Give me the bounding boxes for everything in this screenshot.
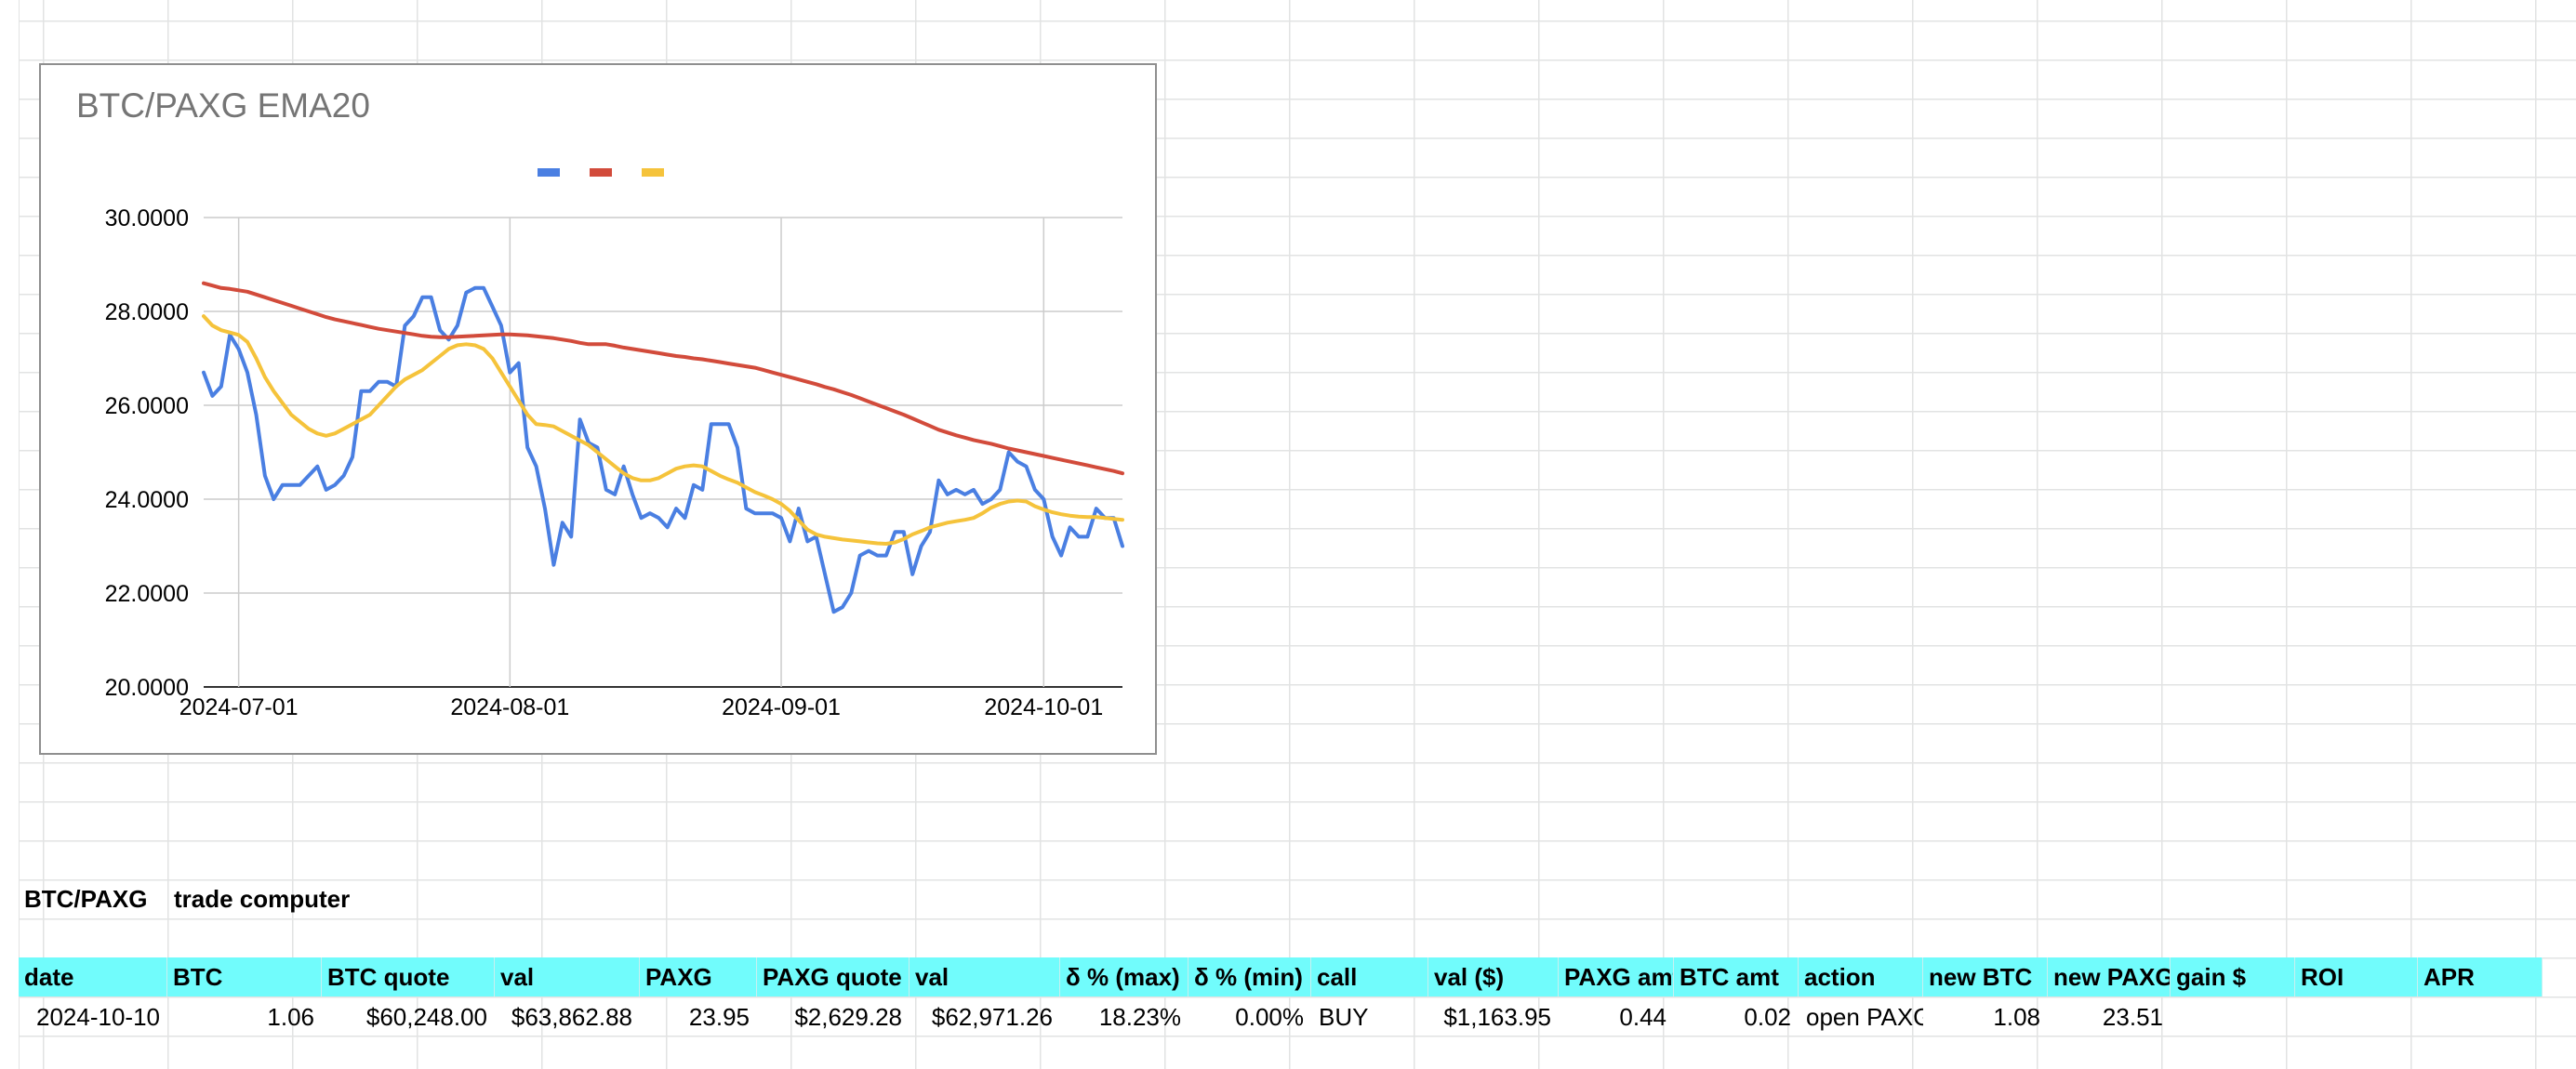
- sheet-grid-edge: [0, 0, 20, 1069]
- table-cell[interactable]: 2024-10-10: [36, 1003, 160, 1031]
- y-tick-label: 22.0000: [105, 581, 189, 607]
- table-cell[interactable]: BUY: [1319, 1003, 1369, 1031]
- table-cell[interactable]: 1.08: [1993, 1003, 2040, 1031]
- header-cell[interactable]: BTC amt: [1674, 957, 1799, 996]
- table-cell[interactable]: [2295, 997, 2418, 1036]
- header-cell[interactable]: BTC quote: [322, 957, 495, 996]
- sheet-label-trade-computer[interactable]: trade computer: [174, 885, 351, 913]
- table-cell[interactable]: $1,163.95: [1443, 1003, 1551, 1031]
- header-cell[interactable]: δ % (max): [1060, 957, 1188, 996]
- header-cell[interactable]: ROI: [2295, 957, 2418, 996]
- table-cell[interactable]: 23.95: [688, 1003, 750, 1031]
- x-tick-label: 2024-09-01: [722, 694, 841, 720]
- x-tick-label: 2024-10-01: [984, 694, 1103, 720]
- table-header-row: [19, 957, 2543, 996]
- series-line-1: [202, 285, 1124, 614]
- table-cell[interactable]: $60,248.00: [365, 1003, 487, 1031]
- sheet-label-pair[interactable]: BTC/PAXG: [24, 885, 148, 913]
- table-cell[interactable]: 0.02: [1744, 1003, 1791, 1031]
- legend-swatch: [538, 168, 560, 177]
- series-line-2: [202, 281, 1124, 476]
- legend-swatch: [590, 168, 612, 177]
- table-cell[interactable]: open PAXG: [1806, 1003, 1923, 1031]
- header-cell[interactable]: val: [495, 957, 640, 996]
- table-cell[interactable]: $63,862.88: [511, 1003, 632, 1031]
- y-tick-label: 20.0000: [105, 675, 189, 701]
- y-tick-label: 30.0000: [105, 205, 189, 231]
- chart-gridlines: [204, 217, 1122, 688]
- series-line-3: [202, 314, 1124, 546]
- table-cell[interactable]: 18.23%: [1098, 1003, 1181, 1031]
- table-cell[interactable]: [2418, 997, 2543, 1036]
- chart[interactable]: BTC/PAXG EMA20 20.0000 22.0000 24.0000 26.0…: [39, 63, 1157, 755]
- header-cell[interactable]: PAXG: [640, 957, 757, 996]
- legend-swatch: [642, 168, 664, 177]
- header-cell[interactable]: PAXG amt: [1559, 957, 1674, 996]
- header-cell[interactable]: date: [19, 957, 167, 996]
- y-tick-label: 28.0000: [105, 299, 189, 325]
- header-cell[interactable]: val: [910, 957, 1060, 996]
- header-cell[interactable]: action: [1799, 957, 1923, 996]
- chart-legend: [538, 168, 664, 177]
- chart-series: [202, 281, 1124, 614]
- header-cell[interactable]: gain $: [2171, 957, 2295, 996]
- y-tick-label: 24.0000: [105, 487, 189, 513]
- table-cell[interactable]: [2171, 997, 2295, 1036]
- x-tick-label: 2024-07-01: [179, 694, 299, 720]
- chart-title: BTC/PAXG EMA20: [76, 86, 370, 125]
- table-cell[interactable]: 23.51: [2102, 1003, 2163, 1031]
- header-cell[interactable]: call: [1311, 957, 1428, 996]
- header-cell[interactable]: new BTC: [1923, 957, 2048, 996]
- table-cell[interactable]: $2,629.28: [794, 1003, 902, 1031]
- table-cell[interactable]: 0.44: [1619, 1003, 1666, 1031]
- y-tick-label: 26.0000: [105, 393, 189, 419]
- header-cell[interactable]: BTC: [167, 957, 322, 996]
- table-cell[interactable]: 1.06: [267, 1003, 314, 1031]
- table-cell[interactable]: $62,971.26: [931, 1003, 1053, 1031]
- header-cell[interactable]: new PAXG: [2048, 957, 2171, 996]
- table-cell[interactable]: 0.00%: [1235, 1003, 1304, 1031]
- header-cell[interactable]: val ($): [1428, 957, 1559, 996]
- header-cell[interactable]: APR: [2418, 957, 2543, 996]
- chart-axis-labels: 20.0000 22.0000 24.0000 26.0000 28.0000 30.00…: [105, 205, 1104, 720]
- chart-svg: BTC/PAXG EMA20 20.0000 22.0000 24.0000 26.0…: [76, 86, 1124, 720]
- header-cell[interactable]: δ % (min): [1188, 957, 1311, 996]
- x-tick-label: 2024-08-01: [450, 694, 569, 720]
- header-cell[interactable]: PAXG quote: [757, 957, 910, 996]
